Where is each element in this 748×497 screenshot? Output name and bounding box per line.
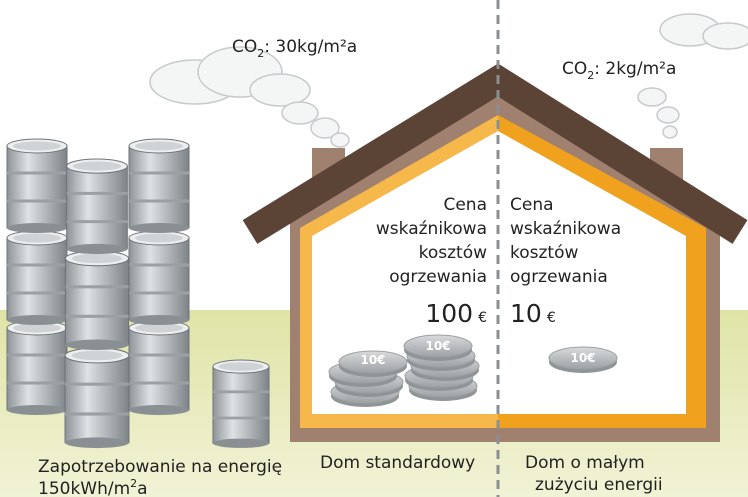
price-caption: wskaźnikowa [376, 219, 487, 239]
coin-label: 10€ [570, 351, 595, 365]
price-caption: wskaźnikowa [510, 219, 621, 239]
co2-label: CO [232, 37, 257, 57]
co2-label: CO2: 30kg/m²a [232, 37, 357, 60]
price: 10 [510, 299, 542, 328]
barrels [65, 348, 129, 448]
barrels [7, 231, 67, 325]
price-caption: kosztów [510, 243, 578, 263]
co2-label: CO [562, 59, 587, 79]
price-caption: ogrzewania [510, 267, 608, 287]
cloud [250, 74, 310, 106]
price: € [478, 310, 487, 326]
cloud [282, 102, 318, 124]
price: € [547, 310, 556, 326]
price-caption: Cena [510, 195, 554, 215]
coin-label: 10€ [360, 353, 385, 367]
barrels [129, 139, 189, 233]
barrels [213, 360, 269, 448]
price: 100 [425, 299, 473, 328]
cloud [703, 23, 748, 49]
co2-label: : 30kg/m²a [264, 37, 357, 57]
barrels [7, 139, 67, 233]
house-label: Dom standardowy [320, 453, 475, 473]
cloud [657, 107, 679, 123]
barrels [129, 231, 189, 325]
energy-value: 150kWh/m [38, 479, 130, 497]
barrels [129, 321, 189, 415]
cloud [331, 133, 349, 147]
house-label: zużyciu energii [535, 475, 663, 495]
infographic: 10€ 10€ 10€ CO2: 30kg/m²a CO2: 2kg/m²a C… [0, 0, 748, 497]
cloud [663, 126, 677, 138]
energy-title: Zapotrzebowanie na energię [38, 457, 282, 477]
price-caption: Cena [443, 195, 487, 215]
energy-value: a [137, 479, 147, 497]
co2-label: 2 [587, 69, 594, 82]
barrels [67, 159, 128, 254]
barrels [7, 139, 269, 448]
price-caption: kosztów [419, 243, 487, 263]
cloud [638, 88, 666, 106]
barrels [7, 321, 67, 415]
barrels [65, 251, 128, 350]
co2-label: : 2kg/m²a [594, 59, 676, 79]
co2-label: CO2: 2kg/m²a [562, 59, 676, 82]
energy-value: 2 [130, 477, 137, 490]
coin-label: 10€ [425, 339, 450, 353]
price-caption: ogrzewania [389, 267, 487, 287]
house-label: Dom o małym [525, 453, 645, 473]
co2-label: 2 [257, 47, 264, 60]
